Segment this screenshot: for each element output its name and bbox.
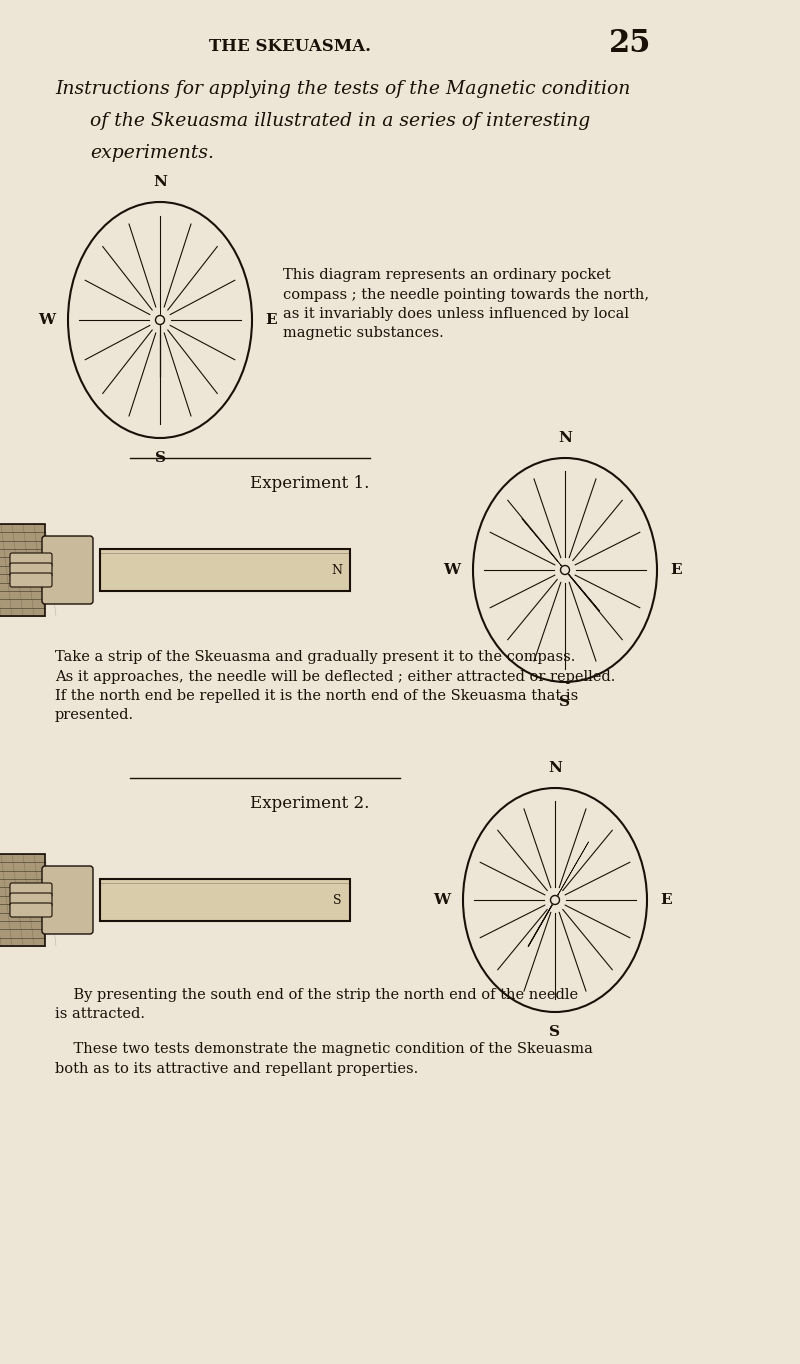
Polygon shape — [528, 895, 558, 947]
FancyBboxPatch shape — [10, 893, 52, 907]
Circle shape — [550, 896, 559, 904]
Circle shape — [155, 315, 165, 325]
Text: N: N — [331, 563, 342, 577]
Text: S: S — [154, 451, 166, 465]
Text: S: S — [559, 696, 570, 709]
Text: Instructions for applying the tests of the Magnetic condition: Instructions for applying the tests of t… — [55, 80, 630, 98]
Text: This diagram represents an ordinary pocket
compass ; the needle pointing towards: This diagram represents an ordinary pock… — [283, 267, 649, 341]
Text: W: W — [443, 563, 460, 577]
Text: N: N — [153, 175, 167, 190]
Text: W: W — [38, 312, 55, 327]
Text: THE SKEUASMA.: THE SKEUASMA. — [209, 38, 371, 55]
FancyBboxPatch shape — [10, 563, 52, 577]
Text: S: S — [334, 893, 342, 907]
Text: E: E — [670, 563, 682, 577]
Circle shape — [561, 566, 570, 574]
Text: of the Skeuasma illustrated in a series of interesting: of the Skeuasma illustrated in a series … — [90, 112, 590, 130]
FancyBboxPatch shape — [10, 552, 52, 567]
FancyBboxPatch shape — [42, 866, 93, 934]
Text: W: W — [433, 893, 450, 907]
Text: N: N — [548, 761, 562, 775]
Text: 25: 25 — [609, 29, 651, 59]
FancyBboxPatch shape — [10, 903, 52, 917]
FancyBboxPatch shape — [42, 536, 93, 604]
Text: N: N — [558, 431, 572, 445]
Text: Experiment 1.: Experiment 1. — [250, 475, 370, 492]
Text: Take a strip of the Skeuasma and gradually present it to the compass.
As it appr: Take a strip of the Skeuasma and gradual… — [55, 651, 615, 723]
FancyBboxPatch shape — [10, 573, 52, 587]
Text: E: E — [660, 893, 672, 907]
Bar — [0, 524, 45, 617]
FancyBboxPatch shape — [10, 883, 52, 898]
Bar — [100, 548, 350, 591]
Polygon shape — [561, 565, 599, 611]
Text: S: S — [550, 1024, 561, 1039]
Bar — [100, 878, 350, 921]
Text: E: E — [265, 312, 277, 327]
Text: Experiment 2.: Experiment 2. — [250, 795, 370, 812]
Text: experiments.: experiments. — [90, 145, 214, 162]
Bar — [0, 854, 45, 947]
Text: These two tests demonstrate the magnetic condition of the Skeuasma
both as to it: These two tests demonstrate the magnetic… — [55, 1042, 593, 1075]
Text: By presenting the south end of the strip the north end of the needle
is attracte: By presenting the south end of the strip… — [55, 988, 578, 1022]
Polygon shape — [552, 842, 589, 906]
Polygon shape — [522, 518, 569, 576]
